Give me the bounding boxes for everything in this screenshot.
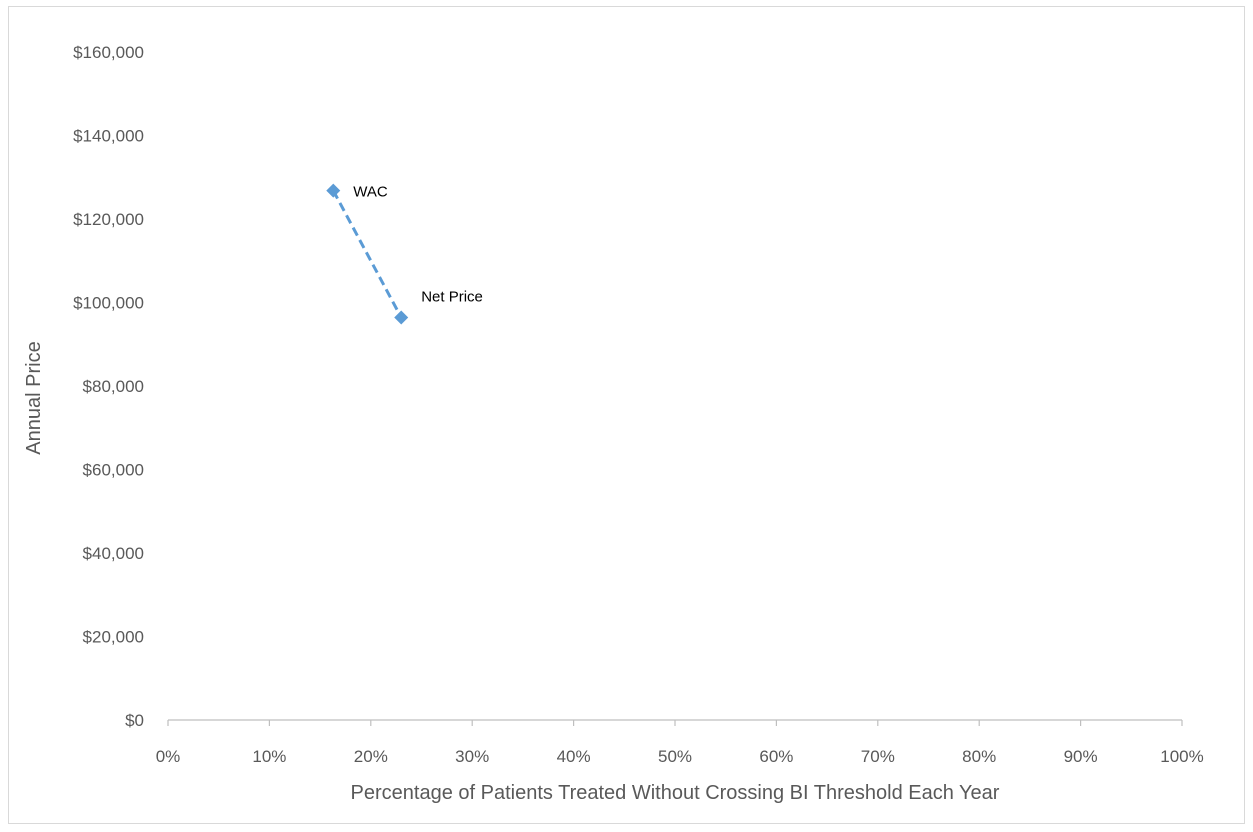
y-tick-label: $100,000: [73, 294, 144, 313]
y-axis-title: Annual Price: [23, 341, 45, 454]
y-tick-label: $120,000: [73, 210, 144, 229]
series-layer: WAC Net Price: [326, 183, 483, 325]
y-tick-label: $140,000: [73, 127, 144, 146]
x-tick-label: 50%: [658, 747, 692, 766]
x-tick-label: 40%: [557, 747, 591, 766]
chart-frame: [8, 6, 1245, 824]
data-point-marker: [394, 310, 409, 325]
y-tick-labels: $0 $20,000 $40,000 $60,000 $80,000 $100,000 $1…: [73, 43, 144, 730]
x-tick-label: 60%: [759, 747, 793, 766]
x-tick-label: 90%: [1064, 747, 1098, 766]
x-tick-label: 10%: [252, 747, 286, 766]
x-tick-labels: 0% 10% 20% 30% 40% 50% 60% 70% 80% 90% 100%: [156, 747, 1204, 766]
x-tick-label: 20%: [354, 747, 388, 766]
x-tick-label: 30%: [455, 747, 489, 766]
y-tick-label: $60,000: [83, 461, 144, 480]
y-tick-label: $80,000: [83, 377, 144, 396]
x-tick-label: 0%: [156, 747, 181, 766]
data-point-marker: [326, 183, 341, 198]
y-tick-label: $160,000: [73, 43, 144, 62]
data-point-label: Net Price: [421, 289, 483, 306]
data-point-label: WAC: [353, 184, 388, 201]
y-tick-label: $20,000: [83, 628, 144, 647]
x-tick-label: 70%: [861, 747, 895, 766]
series-line: [331, 189, 403, 319]
x-tick-label: 100%: [1160, 747, 1203, 766]
y-tick-label: $40,000: [83, 544, 144, 563]
x-axis: [167, 719, 1183, 726]
x-tick-label: 80%: [962, 747, 996, 766]
x-axis-title: Percentage of Patients Treated Without C…: [351, 782, 1000, 804]
y-tick-label: $0: [125, 711, 144, 730]
